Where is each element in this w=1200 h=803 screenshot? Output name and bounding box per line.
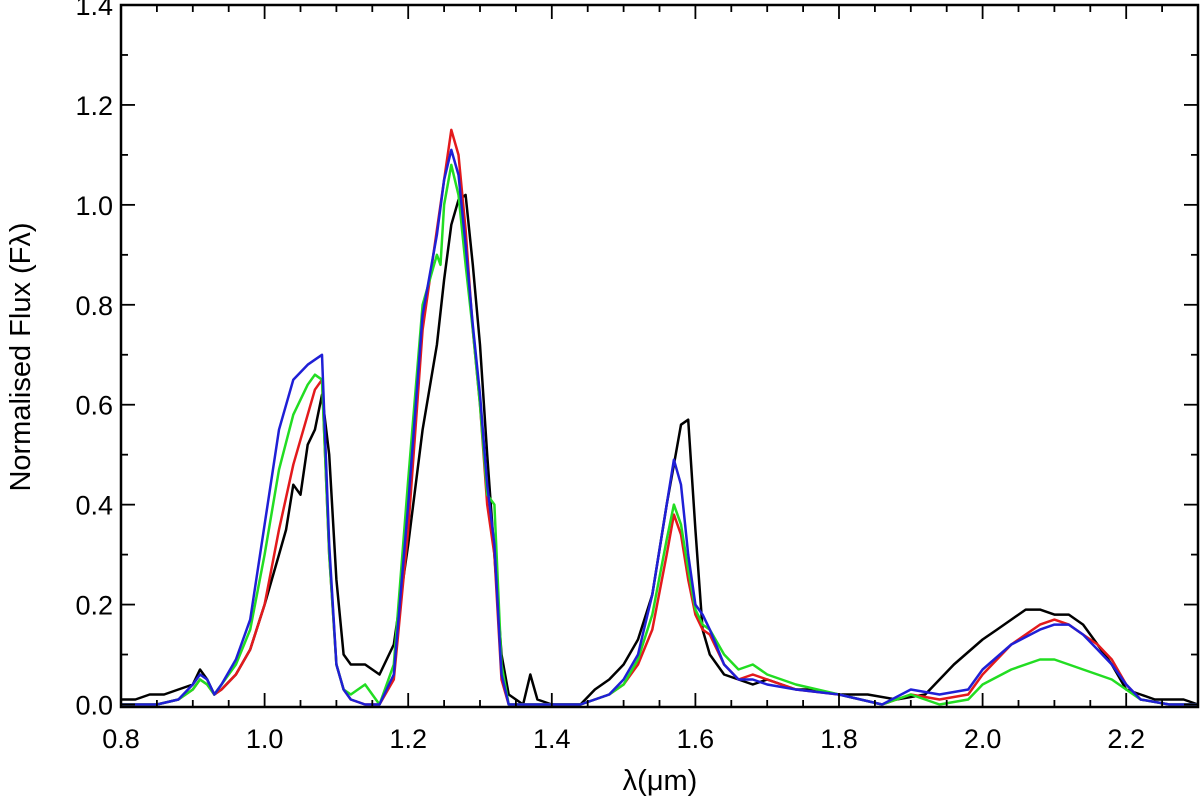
y-tick-label: 0.8 [75,291,113,321]
x-tick-label: 1.4 [533,724,571,754]
x-tick-label: 1.2 [389,724,427,754]
x-tick-label: 0.8 [102,724,140,754]
series-layer [121,128,1199,706]
series-line-3 [121,163,1198,706]
y-tick-label: 0.2 [75,591,113,621]
y-tick-label: 0.4 [75,491,113,521]
y-tick-label: 0.6 [75,391,113,421]
x-tick-label: 1.8 [820,724,858,754]
y-tick-label: 1.4 [75,0,113,21]
ticks-layer [120,4,1199,707]
y-tick-label: 0.0 [75,691,113,721]
x-tick-label: 1.6 [677,724,715,754]
y-tick-label: 1.0 [75,191,113,221]
tick-labels-layer: 0.8 1.0 1.2 1.4 1.6 1.8 2.0 2.2 0.0 0.2 0.4 0.6 0.8 1… [75,0,1145,754]
y-axis-label: Normalised Flux (Fλ) [5,222,37,491]
x-axis-label: λ(μm) [623,765,698,797]
x-tick-label: 2.2 [1107,724,1145,754]
series-line-1 [121,193,1199,706]
x-tick-label: 1.0 [246,724,284,754]
plot-frame [119,3,1200,709]
x-tick-label: 2.0 [964,724,1002,754]
y-tick-label: 1.2 [75,91,113,121]
series-line-4 [121,148,1198,706]
